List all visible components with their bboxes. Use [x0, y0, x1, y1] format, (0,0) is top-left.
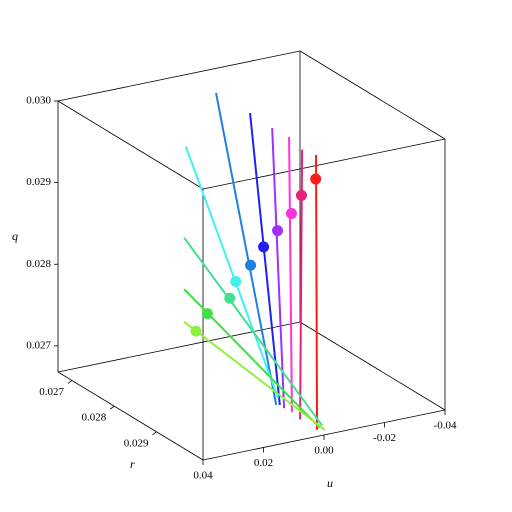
x-tick: [67, 380, 73, 384]
point: [245, 259, 257, 271]
x-tick: [152, 431, 157, 436]
y-axis-label: u: [327, 476, 333, 490]
box-edge: [57, 321, 301, 373]
point: [224, 292, 236, 304]
point: [272, 225, 284, 237]
point: [285, 207, 297, 219]
point: [201, 308, 213, 320]
series-line: [315, 154, 319, 430]
box-edge: [202, 138, 446, 190]
y-tick-label: 0.04: [193, 470, 213, 482]
series-line: [185, 146, 279, 399]
box-edge: [57, 371, 204, 461]
series-line: [249, 112, 281, 406]
series-line: [215, 92, 278, 406]
point: [295, 189, 307, 201]
x-tick-label: 0.028: [81, 412, 106, 424]
series-line: [183, 320, 326, 431]
box-edge: [299, 321, 446, 411]
z-tick-label: 0.028: [26, 258, 51, 270]
point: [230, 276, 242, 288]
series-line: [271, 128, 286, 409]
box-edge: [299, 50, 446, 140]
box-edge: [57, 50, 301, 102]
y-tick-label: -0.04: [434, 420, 457, 432]
point: [190, 325, 202, 337]
z-tick-label: 0.027: [26, 339, 51, 351]
series-line: [288, 136, 293, 413]
z-axis-label: q: [12, 229, 18, 243]
x-axis-label: r: [130, 457, 135, 471]
y-tick-label: 0.02: [254, 457, 273, 469]
point: [258, 241, 270, 253]
box-edge: [57, 100, 204, 190]
z-tick-label: 0.029: [26, 176, 51, 188]
point: [310, 173, 322, 185]
x-tick-label: 0.027: [39, 386, 64, 398]
z-tick-label: 0.030: [26, 95, 51, 107]
x-tick: [109, 405, 115, 410]
y-tick-label: -0.02: [373, 432, 396, 444]
y-tick-label: 0.00: [314, 445, 334, 457]
series-line: [183, 237, 323, 427]
x-tick-label: 0.029: [124, 437, 149, 449]
